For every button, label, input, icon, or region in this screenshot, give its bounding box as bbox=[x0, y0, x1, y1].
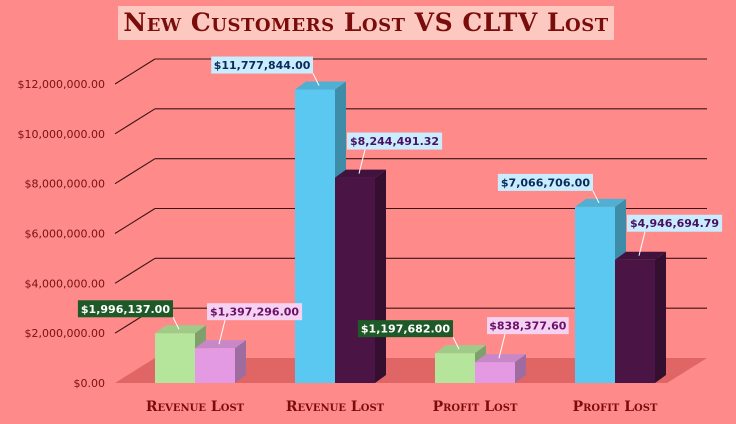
data-label-box bbox=[77, 300, 173, 318]
y-tick-label: $4,000,000.00 bbox=[25, 277, 105, 290]
bar-top bbox=[615, 251, 666, 260]
bar-front bbox=[155, 333, 195, 383]
bar-front bbox=[295, 89, 335, 383]
x-category-label: Profit Lost bbox=[433, 399, 518, 415]
y-tick-label: $6,000,000.00 bbox=[25, 228, 105, 241]
y-tick-label: $12,000,000.00 bbox=[18, 78, 105, 91]
data-label-leader bbox=[452, 336, 460, 350]
data-label-box bbox=[357, 320, 453, 338]
data-label-box bbox=[347, 132, 443, 150]
bar-front bbox=[435, 353, 475, 383]
chart-title-box: New Customers Lost VS CLTV Lost bbox=[118, 6, 614, 40]
x-category-label: Profit Lost bbox=[573, 399, 658, 415]
data-label-leader bbox=[172, 317, 180, 330]
data-label-leader bbox=[592, 190, 600, 204]
gridline-diagonal bbox=[114, 58, 156, 85]
bar-top bbox=[295, 81, 346, 90]
gridline-diagonal bbox=[114, 208, 156, 234]
data-label: $1,197,682.00 bbox=[361, 323, 450, 336]
data-label: $8,244,491.32 bbox=[350, 135, 439, 148]
data-label-box bbox=[207, 303, 303, 321]
bar-side bbox=[515, 354, 526, 383]
data-label: $11,777,844.00 bbox=[214, 59, 311, 72]
bar-front bbox=[575, 206, 615, 383]
bar-top bbox=[195, 340, 246, 349]
bar-top bbox=[475, 354, 526, 363]
bar-front bbox=[615, 259, 655, 383]
data-label-box bbox=[497, 173, 593, 191]
bar-front bbox=[195, 348, 235, 383]
bar-front bbox=[335, 177, 375, 383]
data-label: $838,377.60 bbox=[489, 320, 567, 333]
bar-top bbox=[155, 325, 206, 334]
y-tick-label: $2,000,000.00 bbox=[25, 327, 105, 340]
y-tick-label: $10,000,000.00 bbox=[18, 128, 105, 141]
data-label-leader bbox=[498, 333, 506, 359]
bar-top bbox=[335, 169, 386, 178]
x-category-label: Revenue Lost bbox=[146, 399, 245, 415]
data-label-leader bbox=[638, 231, 646, 256]
bar-side bbox=[655, 251, 666, 383]
bar bbox=[335, 169, 386, 383]
bar-top bbox=[575, 198, 626, 207]
data-label-leader bbox=[218, 320, 226, 345]
bar-side bbox=[375, 169, 386, 383]
data-label-box bbox=[487, 317, 569, 335]
x-category-label: Revenue Lost bbox=[286, 399, 385, 415]
data-label: $1,996,137.00 bbox=[81, 303, 170, 316]
bar-front bbox=[475, 362, 515, 383]
y-tick-label: $0.00 bbox=[74, 377, 106, 390]
data-label: $1,397,296.00 bbox=[210, 306, 299, 319]
chart-title: New Customers Lost VS CLTV Lost bbox=[123, 8, 609, 37]
data-label: $4,946,694.79 bbox=[630, 217, 719, 230]
data-label-box bbox=[211, 56, 313, 74]
data-label-leader bbox=[312, 73, 320, 86]
chart-floor bbox=[115, 358, 707, 383]
data-label: $7,066,706.00 bbox=[501, 176, 590, 189]
bar bbox=[615, 251, 666, 383]
data-label-leader bbox=[358, 149, 366, 174]
gridline-diagonal bbox=[114, 257, 156, 284]
gridline-diagonal bbox=[114, 158, 156, 185]
data-label-box bbox=[627, 214, 723, 232]
bar-side bbox=[235, 340, 246, 383]
bar-top bbox=[435, 345, 486, 354]
bar bbox=[195, 340, 246, 383]
bar bbox=[475, 354, 526, 383]
bar bbox=[295, 81, 346, 383]
gridline-diagonal bbox=[114, 108, 156, 135]
y-tick-label: $8,000,000.00 bbox=[25, 178, 105, 191]
